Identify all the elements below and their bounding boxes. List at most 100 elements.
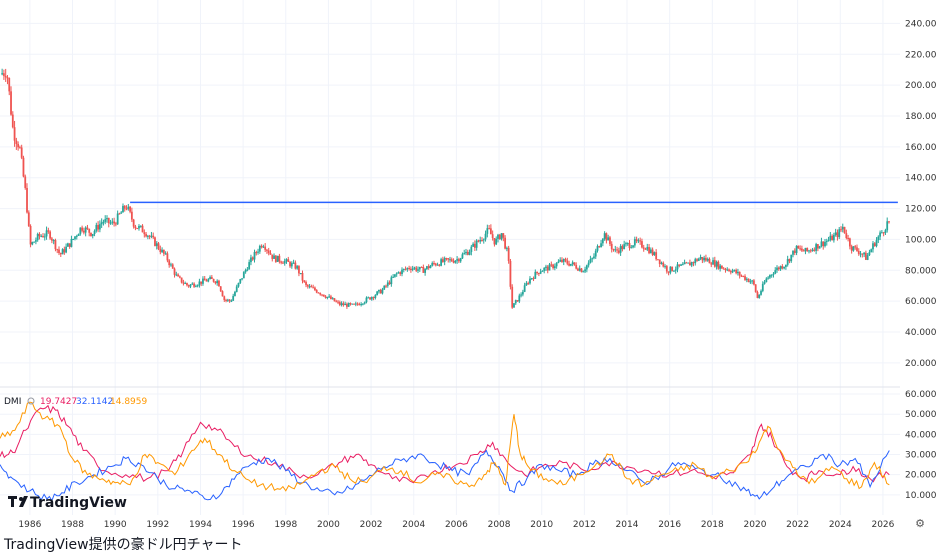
candle-body xyxy=(186,283,188,286)
gear-icon[interactable]: ⚙ xyxy=(915,518,925,530)
candle-body xyxy=(804,247,807,252)
candle-body xyxy=(609,237,611,244)
dmi-legend-title: DMI xyxy=(4,397,21,407)
candle-body xyxy=(854,246,857,248)
candle-body xyxy=(820,241,823,247)
time-axis[interactable]: 1986 1988 1990 1992 1994 1996 1998 2000 2002 2004… xyxy=(18,520,894,530)
candle-body xyxy=(495,238,498,245)
candle-body xyxy=(113,221,115,224)
candle-body xyxy=(571,262,574,264)
candle-body xyxy=(564,259,567,261)
candle-body xyxy=(845,233,848,239)
candle-body xyxy=(532,278,535,280)
candle-body xyxy=(82,230,85,233)
candle-body xyxy=(301,273,304,281)
candle-body xyxy=(26,187,28,213)
candle-body xyxy=(141,225,144,233)
candle-body xyxy=(788,259,791,262)
candle-body xyxy=(888,221,890,223)
dmi-tick-label: 30.0000 xyxy=(905,451,936,461)
candle-body xyxy=(735,269,738,274)
candle-body xyxy=(43,236,46,238)
candle-body xyxy=(754,284,757,293)
candle-body xyxy=(781,266,784,269)
candle-body xyxy=(669,266,672,273)
candle-body xyxy=(866,255,869,260)
candle-body xyxy=(11,114,14,128)
candle-body xyxy=(740,275,743,277)
time-tick-label: 2024 xyxy=(829,520,852,530)
candle-body xyxy=(518,295,521,302)
candle-body xyxy=(283,260,286,264)
candle-body xyxy=(877,236,880,241)
candle-body xyxy=(841,226,844,230)
candle-body xyxy=(98,224,101,230)
candle-body xyxy=(705,257,707,261)
candle-body xyxy=(102,221,105,223)
candle-body xyxy=(388,282,391,285)
price-tick-label: 220.000 xyxy=(905,50,936,60)
candle-body xyxy=(107,217,110,224)
candle-body xyxy=(701,257,704,261)
candle-body xyxy=(269,253,272,255)
candle-body xyxy=(420,266,423,268)
candle-body xyxy=(673,270,675,272)
candle-body xyxy=(479,240,482,242)
candle-body xyxy=(516,300,519,302)
candle-body xyxy=(49,231,52,239)
dmi-axis[interactable]: 60.0000 50.0000 40.0000 30.0000 20.0000 10.00… xyxy=(905,390,936,501)
candle-body xyxy=(194,286,197,288)
candle-body xyxy=(136,228,139,230)
candle-body xyxy=(262,246,265,248)
candle-body xyxy=(234,291,236,296)
candle-body xyxy=(170,264,172,266)
candle-body xyxy=(91,234,94,236)
candle-body xyxy=(241,278,243,280)
candle-body xyxy=(109,222,112,224)
candle-body xyxy=(639,240,642,242)
time-tick-label: 2020 xyxy=(744,520,767,530)
candle-body xyxy=(168,260,171,266)
candle-body xyxy=(406,267,409,270)
candle-body xyxy=(765,278,768,283)
candle-body xyxy=(561,259,563,263)
candle-body xyxy=(552,264,554,269)
candle-body xyxy=(843,226,846,234)
candle-body xyxy=(824,241,826,247)
candle-body xyxy=(58,249,60,254)
candle-body xyxy=(209,277,211,280)
candle-body xyxy=(164,253,167,255)
dmi-pane[interactable] xyxy=(0,401,890,502)
candle-body xyxy=(38,233,41,237)
candle-body xyxy=(443,258,446,262)
candle-body xyxy=(582,271,585,273)
price-axis[interactable]: 240.000 220.000 200.000 180.000 160.000 140.0… xyxy=(905,19,936,368)
candle-body xyxy=(555,262,558,267)
candle-body xyxy=(312,287,315,289)
time-tick-label: 1988 xyxy=(61,520,84,530)
candle-body xyxy=(317,292,320,294)
candle-body xyxy=(607,237,610,241)
dmi-legend[interactable]: DMI 19.7427 32.1142 14.8959 xyxy=(4,397,147,407)
candle-body xyxy=(330,296,332,300)
candle-body xyxy=(289,262,291,267)
candle-body xyxy=(40,236,43,238)
candle-body xyxy=(593,256,595,259)
candle-body xyxy=(626,243,629,245)
price-pane[interactable] xyxy=(1,68,898,309)
candle-body xyxy=(738,271,741,276)
candle-body xyxy=(802,250,805,252)
candle-body xyxy=(603,233,606,239)
candle-body xyxy=(422,267,425,273)
candle-body xyxy=(541,270,544,272)
candle-body xyxy=(724,268,727,270)
visibility-eye-icon[interactable] xyxy=(27,397,35,405)
candle-body xyxy=(218,280,220,287)
candle-body xyxy=(472,243,475,247)
candle-body xyxy=(685,262,688,264)
candle-body xyxy=(219,286,222,292)
candle-body xyxy=(146,235,149,237)
candle-body xyxy=(509,260,512,287)
tradingview-logo[interactable]: TradingView xyxy=(8,495,127,511)
candle-body xyxy=(733,269,736,271)
